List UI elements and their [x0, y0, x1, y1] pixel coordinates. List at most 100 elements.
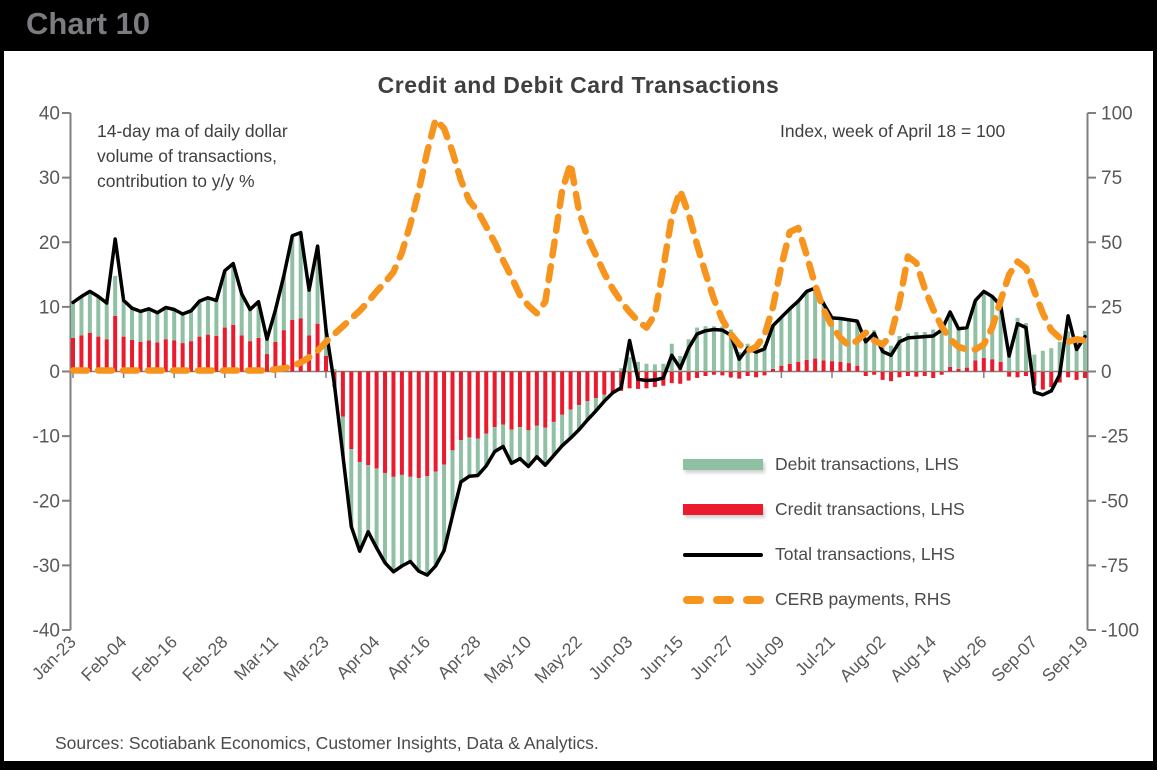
credit-bar — [889, 371, 894, 382]
credit-bar — [517, 371, 522, 428]
credit-bar — [880, 371, 885, 380]
debit-bar — [366, 465, 371, 532]
credit-bar — [467, 371, 472, 438]
credit-bar — [1023, 371, 1028, 377]
credit-bar — [324, 355, 329, 372]
credit-bar — [981, 357, 986, 372]
debit-bar — [87, 291, 92, 333]
legend-swatch-container — [683, 552, 763, 557]
debit-bar — [172, 309, 177, 341]
right-axis-tick-label: -25 — [1101, 427, 1128, 448]
debit-bar — [619, 368, 624, 372]
chart-title: Credit and Debit Card Transactions — [377, 72, 780, 98]
debit-bar — [180, 313, 185, 344]
right-axis-tick-label: 0 — [1101, 362, 1112, 383]
right-axis-tick-label: 75 — [1101, 168, 1122, 189]
credit-bar — [391, 371, 396, 477]
legend-swatch-total — [683, 552, 763, 557]
left-axis-tick-label: -30 — [33, 556, 60, 577]
debit-bar — [273, 310, 278, 342]
debit-bar — [1032, 354, 1037, 372]
debit-bar — [577, 405, 582, 430]
x-axis-tick-label: May-22 — [530, 632, 585, 687]
debit-bar — [146, 308, 151, 341]
credit-bar — [855, 365, 860, 372]
credit-bar — [416, 371, 421, 479]
debit-bar — [695, 327, 700, 372]
debit-bar — [762, 345, 767, 372]
credit-bar — [1074, 371, 1079, 380]
credit-bar — [728, 371, 733, 378]
x-axis-tick-label: Feb-04 — [77, 632, 131, 686]
right-axis-tick-label: 50 — [1101, 233, 1122, 254]
legend: Debit transactions, LHS Credit transacti… — [683, 442, 965, 622]
left-axis-tick-label: -10 — [33, 427, 60, 448]
credit-bar — [526, 371, 531, 431]
debit-bar — [770, 325, 775, 369]
left-axis-tick-label: 30 — [39, 168, 60, 189]
credit-bar — [669, 371, 674, 384]
x-axis-tick-label: Mar-23 — [279, 632, 332, 685]
credit-bar — [695, 371, 700, 378]
debit-bar — [130, 308, 135, 340]
debit-bar — [1074, 336, 1079, 372]
credit-bar — [340, 371, 345, 417]
debit-bar — [931, 329, 936, 372]
x-axis-tick-label: Sep-19 — [1038, 632, 1092, 686]
debit-bar — [872, 330, 877, 372]
left-axis-tick-label: 10 — [39, 297, 60, 318]
debit-bar — [408, 476, 413, 562]
credit-bar — [956, 368, 961, 372]
debit-bar — [711, 326, 716, 372]
credit-bar — [79, 335, 84, 372]
debit-bar — [492, 427, 497, 452]
credit-bar — [71, 337, 75, 372]
credit-bar — [256, 337, 261, 372]
cerb-dash-icon — [743, 595, 764, 604]
debit-bar — [374, 468, 379, 548]
credit-bar — [627, 371, 632, 389]
debit-bar — [720, 326, 725, 372]
legend-label-total: Total transactions, LHS — [775, 544, 955, 564]
credit-bar — [686, 371, 691, 381]
legend-item-total: Total transactions, LHS — [683, 532, 965, 577]
debit-bar — [880, 343, 885, 372]
credit-bar — [998, 361, 1003, 372]
credit-bar — [796, 361, 801, 372]
credit-bar — [897, 371, 902, 378]
credit-bar — [973, 360, 978, 372]
credit-bar — [720, 371, 725, 376]
credit-bar — [458, 371, 463, 441]
debit-bar — [981, 291, 986, 358]
x-axis-tick-label: Sep-07 — [987, 632, 1041, 686]
legend-swatch-container — [683, 459, 763, 470]
x-axis-tick-label: Mar-11 — [230, 632, 282, 684]
x-axis-tick-label: Aug-26 — [937, 632, 991, 686]
legend-swatch-container — [683, 504, 763, 515]
debit-bar — [830, 317, 835, 362]
cerb-line — [69, 116, 1089, 374]
debit-bar — [79, 296, 84, 336]
credit-bar — [189, 341, 194, 372]
credit-bar — [307, 335, 312, 372]
debit-bar — [425, 476, 430, 576]
debit-bar — [652, 364, 657, 372]
x-axis-tick-label: Jul-21 — [791, 632, 839, 680]
credit-bar — [779, 365, 784, 372]
debit-bar — [813, 288, 818, 359]
debit-bar — [517, 427, 522, 459]
right-axis-tick-label: 100 — [1101, 104, 1133, 125]
debit-bar — [214, 300, 219, 336]
credit-bar — [602, 371, 607, 395]
credit-bar — [804, 359, 809, 372]
banner: Chart 10 — [0, 0, 1157, 51]
cerb-dash-icon — [683, 595, 704, 604]
credit-bar — [1083, 371, 1088, 378]
debit-bar — [787, 308, 792, 364]
credit-bar — [762, 371, 767, 376]
debit-bar — [332, 368, 337, 372]
debit-bar — [307, 290, 312, 336]
credit-bar — [838, 361, 843, 372]
